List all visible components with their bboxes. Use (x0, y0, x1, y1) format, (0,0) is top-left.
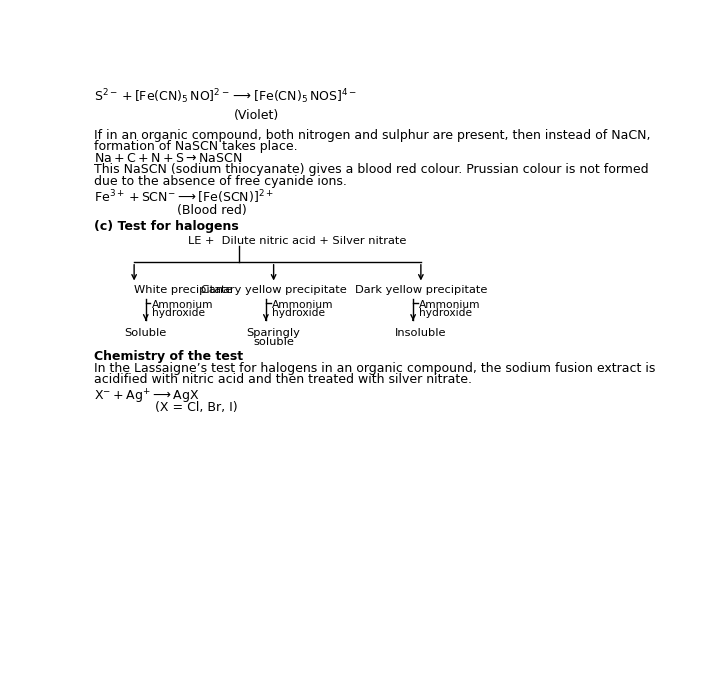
Text: If in an organic compound, both nitrogen and sulphur are present, then instead o: If in an organic compound, both nitrogen… (94, 129, 651, 142)
Text: $\mathrm{S^{2-}+\left[Fe(CN)_5\,NO\right]^{2-}\longrightarrow\left[Fe(CN)_5\,NOS: $\mathrm{S^{2-}+\left[Fe(CN)_5\,NO\right… (94, 87, 357, 106)
Text: due to the absence of free cyanide ions.: due to the absence of free cyanide ions. (94, 175, 347, 188)
Text: hydroxide: hydroxide (419, 308, 472, 318)
Text: soluble: soluble (253, 337, 294, 347)
Text: (c) Test for halogens: (c) Test for halogens (94, 220, 238, 233)
Text: $\mathrm{X^{-}+Ag^{+}\longrightarrow AgX}$: $\mathrm{X^{-}+Ag^{+}\longrightarrow AgX… (94, 388, 199, 406)
Text: hydroxide: hydroxide (272, 308, 325, 318)
Text: Soluble: Soluble (125, 328, 167, 338)
Text: Canary yellow precipitate: Canary yellow precipitate (200, 285, 346, 295)
Text: Dark yellow precipitate: Dark yellow precipitate (355, 285, 487, 295)
Text: Ammonium: Ammonium (152, 299, 213, 309)
Text: formation of NaSCN takes place.: formation of NaSCN takes place. (94, 140, 297, 153)
Text: acidified with nitric acid and then treated with silver nitrate.: acidified with nitric acid and then trea… (94, 373, 472, 386)
Text: In the Lassaigne’s test for halogens in an organic compound, the sodium fusion e: In the Lassaigne’s test for halogens in … (94, 362, 655, 375)
Text: Ammonium: Ammonium (272, 299, 334, 309)
Text: $\mathrm{Fe^{3+}+SCN^{-}\longrightarrow\left[Fe(SCN)\right]^{2+}}$: $\mathrm{Fe^{3+}+SCN^{-}\longrightarrow\… (94, 189, 273, 206)
Text: Ammonium: Ammonium (419, 299, 481, 309)
Text: (Violet): (Violet) (234, 109, 279, 121)
Text: Insoluble: Insoluble (395, 328, 447, 338)
Text: $\mathrm{Na + C + N + S \rightarrow NaSCN}$: $\mathrm{Na + C + N + S \rightarrow NaSC… (94, 152, 242, 164)
Text: (X = Cl, Br, I): (X = Cl, Br, I) (155, 401, 238, 415)
Text: White precipitate: White precipitate (134, 285, 233, 295)
Text: LE +  Dilute nitric acid + Silver nitrate: LE + Dilute nitric acid + Silver nitrate (188, 237, 406, 247)
Text: Sparingly: Sparingly (247, 328, 301, 338)
Text: hydroxide: hydroxide (152, 308, 205, 318)
Text: (Blood red): (Blood red) (177, 204, 247, 217)
Text: Chemistry of the test: Chemistry of the test (94, 350, 243, 363)
Text: This NaSCN (sodium thiocyanate) gives a blood red colour. Prussian colour is not: This NaSCN (sodium thiocyanate) gives a … (94, 163, 648, 177)
